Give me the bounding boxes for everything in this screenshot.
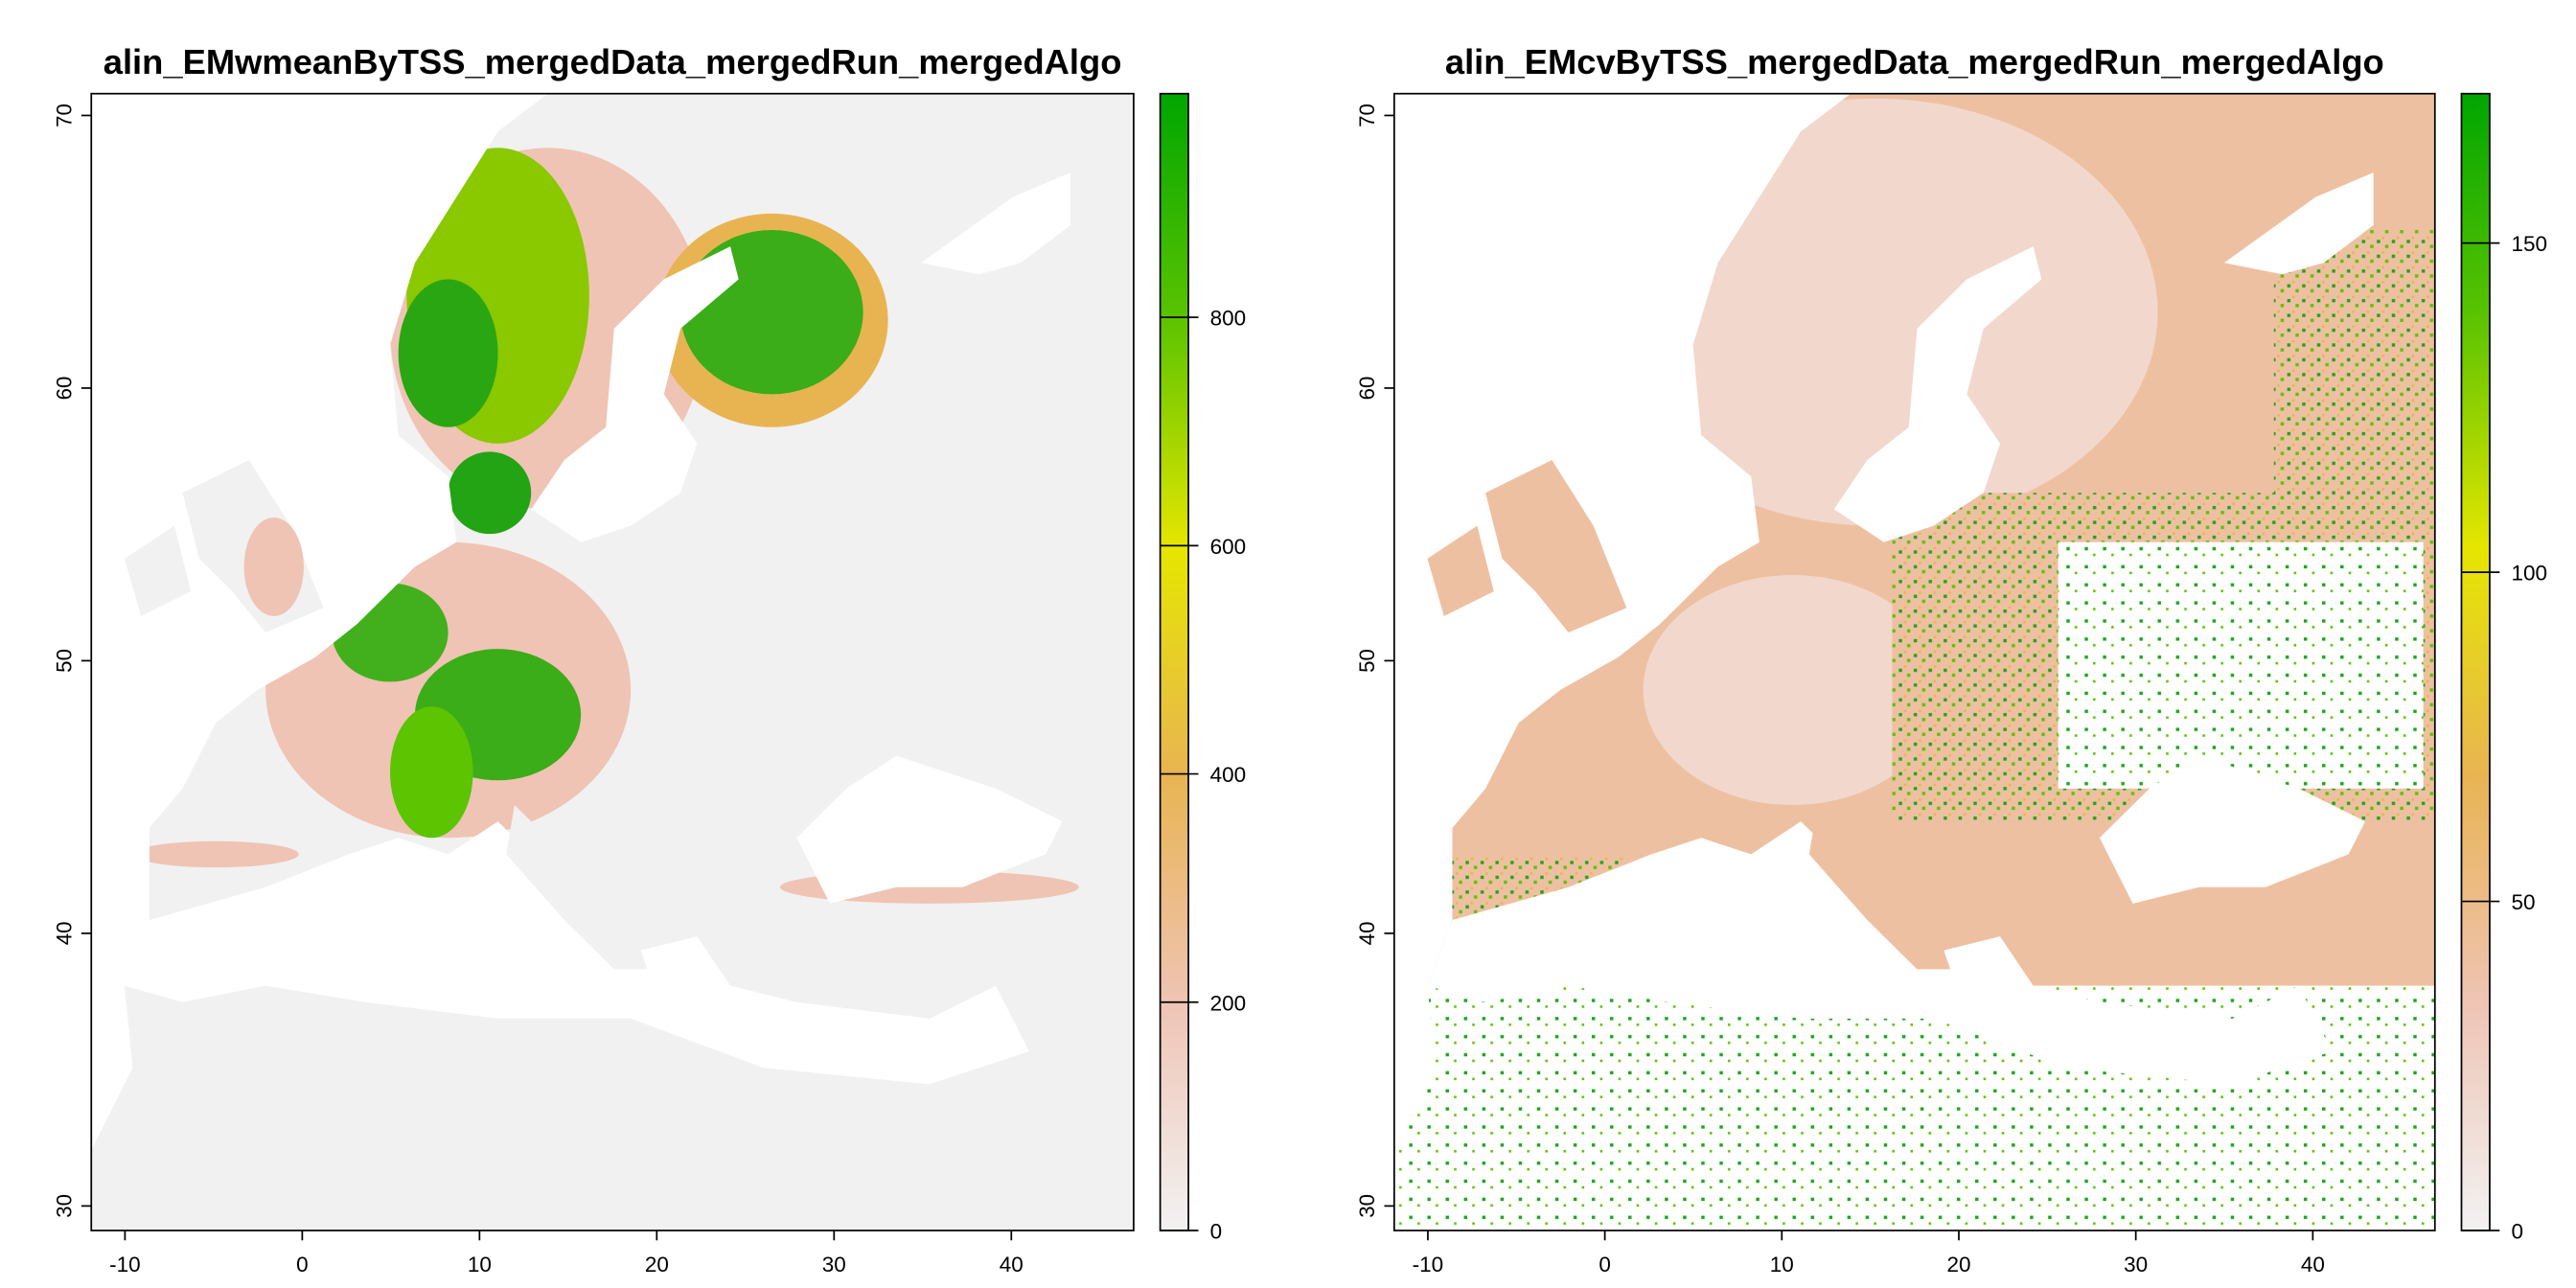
y-tick-label: 50 [1355, 649, 1379, 673]
map-2 [1393, 93, 2435, 1230]
colorbar-tick-label: 50 [2511, 890, 2535, 914]
x-tick-label: 0 [296, 1253, 309, 1276]
y-tick-label: 60 [52, 377, 76, 401]
colorbar-tick-label: 800 [1210, 307, 1247, 331]
colorbar [2460, 92, 2491, 1231]
y-tick-label: 30 [1355, 1194, 1379, 1218]
x-tick-label: -10 [1413, 1253, 1444, 1276]
x-tick-label: 10 [1770, 1253, 1794, 1276]
x-tick-label: 20 [1946, 1253, 1970, 1276]
colorbar-tick-label: 200 [1210, 991, 1247, 1015]
colorbar-tick-label: 600 [1210, 535, 1247, 559]
colorbar [1159, 92, 1189, 1231]
x-tick-label: 30 [822, 1253, 846, 1276]
colorbar-tick-label: 0 [1210, 1220, 1223, 1244]
x-tick-label: -10 [109, 1253, 141, 1276]
x-tick-label: 40 [2301, 1253, 2325, 1276]
x-tick-label: 40 [1000, 1253, 1024, 1276]
x-tick-label: 20 [645, 1253, 669, 1276]
y-tick-label: 70 [52, 104, 76, 127]
colorbar-tick-label: 400 [1210, 763, 1247, 787]
colorbar-tick-label: 0 [2511, 1220, 2523, 1244]
map-title: alin_EMwmeanByTSS_mergedData_mergedRun_m… [104, 42, 1122, 81]
y-tick-label: 40 [52, 922, 76, 946]
colorbar-tick-label: 150 [2511, 232, 2547, 256]
x-tick-label: 10 [468, 1253, 492, 1276]
x-tick-label: 0 [1598, 1253, 1611, 1276]
y-tick-label: 60 [1355, 377, 1379, 401]
y-tick-label: 70 [1355, 104, 1379, 127]
y-tick-label: 50 [52, 649, 76, 673]
y-tick-label: 30 [52, 1194, 76, 1218]
colorbar-tick-label: 100 [2511, 562, 2547, 586]
map-title: alin_EMcvByTSS_mergedData_mergedRun_merg… [1445, 42, 2384, 81]
plot-frame [90, 92, 1135, 1231]
plot-frame [1392, 92, 2436, 1231]
y-tick-label: 40 [1355, 922, 1379, 946]
map-1 [91, 93, 1134, 1230]
x-tick-label: 30 [2124, 1253, 2148, 1276]
